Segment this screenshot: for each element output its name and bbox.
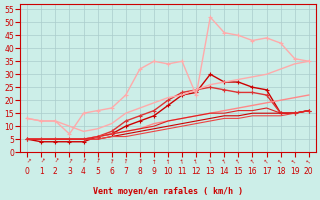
Text: ↑: ↑ [235, 158, 242, 165]
Text: ↑: ↑ [305, 158, 312, 165]
Text: ↑: ↑ [221, 158, 228, 165]
Text: ↑: ↑ [66, 158, 73, 165]
Text: ↑: ↑ [52, 158, 59, 165]
Text: ↑: ↑ [291, 158, 298, 165]
Text: ↑: ↑ [95, 159, 100, 165]
Text: ↑: ↑ [249, 158, 256, 165]
Text: ↑: ↑ [180, 159, 185, 165]
Text: ↑: ↑ [24, 158, 31, 165]
Text: ↑: ↑ [263, 158, 270, 165]
Text: ↑: ↑ [80, 158, 87, 165]
Text: ↑: ↑ [137, 159, 142, 165]
Text: ↑: ↑ [207, 159, 213, 165]
Text: ↑: ↑ [38, 158, 45, 165]
Text: ↑: ↑ [123, 159, 128, 165]
Text: ↑: ↑ [152, 160, 156, 165]
Text: ↑: ↑ [109, 159, 115, 165]
Text: ↑: ↑ [277, 158, 284, 165]
Text: ↑: ↑ [165, 159, 171, 165]
Text: ↑: ↑ [193, 159, 199, 165]
X-axis label: Vent moyen/en rafales ( km/h ): Vent moyen/en rafales ( km/h ) [93, 187, 243, 196]
